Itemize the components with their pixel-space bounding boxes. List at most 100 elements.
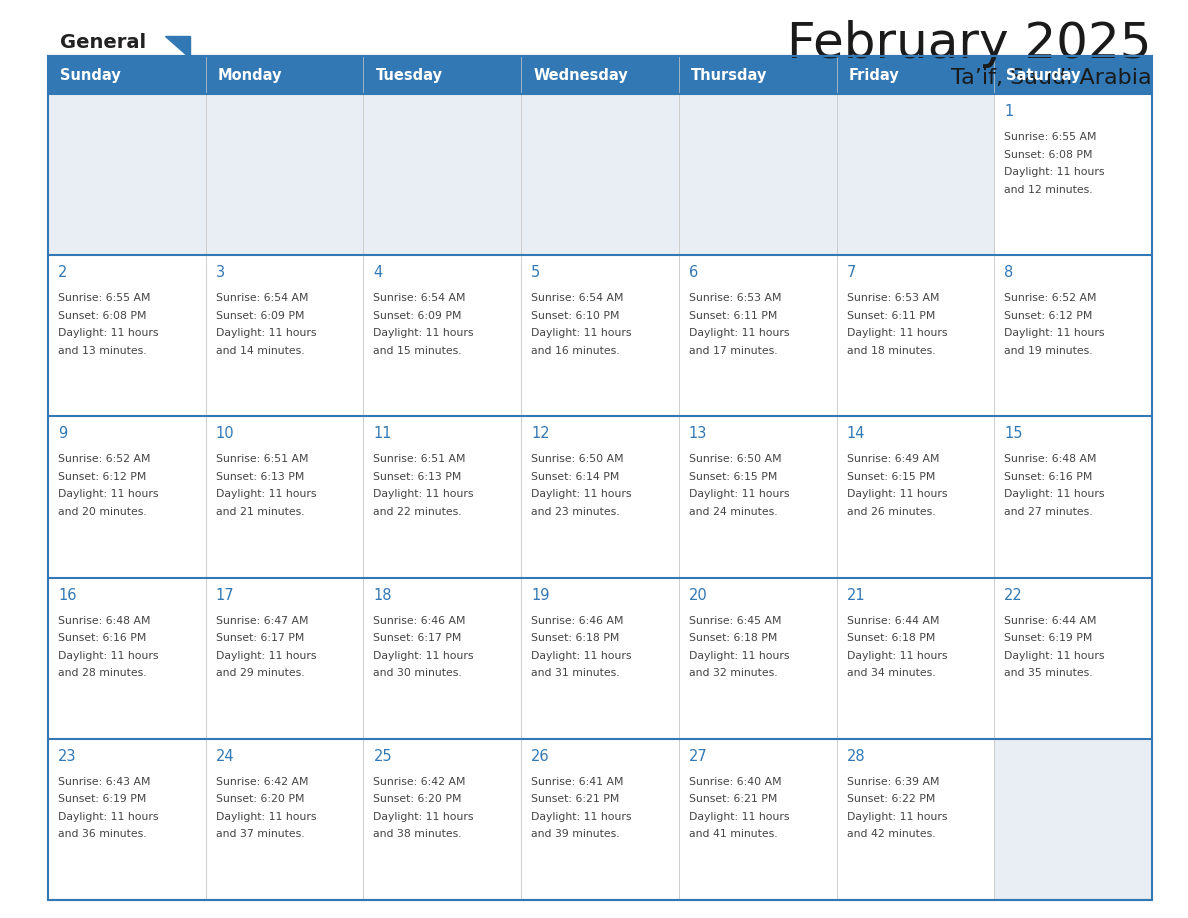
Text: Sunrise: 6:50 AM: Sunrise: 6:50 AM bbox=[531, 454, 624, 465]
Text: Saturday: Saturday bbox=[1006, 68, 1081, 83]
Bar bbox=[522, 94, 678, 255]
Text: Sunrise: 6:51 AM: Sunrise: 6:51 AM bbox=[216, 454, 308, 465]
Text: Daylight: 11 hours: Daylight: 11 hours bbox=[58, 812, 158, 822]
Bar bbox=[48, 255, 206, 417]
Text: Sunset: 6:14 PM: Sunset: 6:14 PM bbox=[531, 472, 619, 482]
Text: 26: 26 bbox=[531, 749, 550, 764]
Text: Sunrise: 6:39 AM: Sunrise: 6:39 AM bbox=[847, 777, 939, 787]
Text: and 31 minutes.: and 31 minutes. bbox=[531, 668, 620, 678]
Text: Sunrise: 6:55 AM: Sunrise: 6:55 AM bbox=[1004, 132, 1097, 142]
Text: Sunset: 6:17 PM: Sunset: 6:17 PM bbox=[216, 633, 304, 644]
Text: Sunset: 6:19 PM: Sunset: 6:19 PM bbox=[1004, 633, 1093, 644]
Text: Daylight: 11 hours: Daylight: 11 hours bbox=[847, 329, 947, 338]
Bar bbox=[522, 417, 678, 577]
Text: Sunset: 6:21 PM: Sunset: 6:21 PM bbox=[531, 794, 619, 804]
Text: Daylight: 11 hours: Daylight: 11 hours bbox=[216, 812, 316, 822]
Text: 17: 17 bbox=[216, 588, 234, 602]
Text: Sunrise: 6:48 AM: Sunrise: 6:48 AM bbox=[58, 616, 151, 625]
Text: Daylight: 11 hours: Daylight: 11 hours bbox=[847, 489, 947, 499]
Bar bbox=[836, 94, 994, 255]
Text: Sunset: 6:18 PM: Sunset: 6:18 PM bbox=[847, 633, 935, 644]
Text: Sunset: 6:15 PM: Sunset: 6:15 PM bbox=[689, 472, 777, 482]
Text: Monday: Monday bbox=[217, 68, 283, 83]
Text: and 17 minutes.: and 17 minutes. bbox=[689, 346, 777, 355]
Text: 7: 7 bbox=[847, 265, 855, 280]
Text: 23: 23 bbox=[58, 749, 76, 764]
Text: Sunset: 6:09 PM: Sunset: 6:09 PM bbox=[373, 310, 462, 320]
Bar bbox=[994, 739, 1152, 900]
Text: and 20 minutes.: and 20 minutes. bbox=[58, 507, 147, 517]
Bar bbox=[994, 577, 1152, 739]
Text: Sunset: 6:16 PM: Sunset: 6:16 PM bbox=[58, 633, 146, 644]
Text: and 14 minutes.: and 14 minutes. bbox=[216, 346, 304, 355]
Text: Blue: Blue bbox=[88, 63, 137, 82]
Text: Sunrise: 6:43 AM: Sunrise: 6:43 AM bbox=[58, 777, 151, 787]
Text: 21: 21 bbox=[847, 588, 865, 602]
Text: 20: 20 bbox=[689, 588, 708, 602]
Text: and 29 minutes.: and 29 minutes. bbox=[216, 668, 304, 678]
Text: Daylight: 11 hours: Daylight: 11 hours bbox=[1004, 329, 1105, 338]
Text: Daylight: 11 hours: Daylight: 11 hours bbox=[1004, 651, 1105, 661]
Text: Daylight: 11 hours: Daylight: 11 hours bbox=[373, 651, 474, 661]
Bar bbox=[48, 577, 206, 739]
Text: Sunrise: 6:45 AM: Sunrise: 6:45 AM bbox=[689, 616, 782, 625]
Text: Sunrise: 6:55 AM: Sunrise: 6:55 AM bbox=[58, 293, 151, 303]
Text: Sunset: 6:13 PM: Sunset: 6:13 PM bbox=[373, 472, 462, 482]
Bar bbox=[206, 94, 364, 255]
Text: and 36 minutes.: and 36 minutes. bbox=[58, 829, 146, 839]
Text: February 2025: February 2025 bbox=[788, 20, 1152, 68]
Bar bbox=[678, 417, 836, 577]
Text: Sunrise: 6:53 AM: Sunrise: 6:53 AM bbox=[847, 293, 939, 303]
Text: 13: 13 bbox=[689, 426, 707, 442]
Text: and 41 minutes.: and 41 minutes. bbox=[689, 829, 777, 839]
Text: 8: 8 bbox=[1004, 265, 1013, 280]
Text: and 22 minutes.: and 22 minutes. bbox=[373, 507, 462, 517]
Text: 4: 4 bbox=[373, 265, 383, 280]
Text: Sunset: 6:08 PM: Sunset: 6:08 PM bbox=[58, 310, 146, 320]
Bar bbox=[364, 577, 522, 739]
Text: Sunrise: 6:44 AM: Sunrise: 6:44 AM bbox=[1004, 616, 1097, 625]
Text: 25: 25 bbox=[373, 749, 392, 764]
Bar bbox=[522, 255, 678, 417]
Text: 12: 12 bbox=[531, 426, 550, 442]
Bar bbox=[206, 255, 364, 417]
Text: 6: 6 bbox=[689, 265, 699, 280]
Text: Sunrise: 6:42 AM: Sunrise: 6:42 AM bbox=[373, 777, 466, 787]
Text: Sunset: 6:10 PM: Sunset: 6:10 PM bbox=[531, 310, 620, 320]
Bar bbox=[678, 577, 836, 739]
Text: 24: 24 bbox=[216, 749, 234, 764]
Text: and 39 minutes.: and 39 minutes. bbox=[531, 829, 620, 839]
Bar bbox=[994, 94, 1152, 255]
Bar bbox=[48, 739, 206, 900]
Text: 3: 3 bbox=[216, 265, 225, 280]
Text: Wednesday: Wednesday bbox=[533, 68, 628, 83]
Bar bbox=[364, 417, 522, 577]
Text: Sunrise: 6:48 AM: Sunrise: 6:48 AM bbox=[1004, 454, 1097, 465]
Text: Sunrise: 6:54 AM: Sunrise: 6:54 AM bbox=[216, 293, 308, 303]
Text: Sunset: 6:20 PM: Sunset: 6:20 PM bbox=[373, 794, 462, 804]
Text: Sunset: 6:19 PM: Sunset: 6:19 PM bbox=[58, 794, 146, 804]
Text: Sunrise: 6:42 AM: Sunrise: 6:42 AM bbox=[216, 777, 308, 787]
Text: Thursday: Thursday bbox=[691, 68, 767, 83]
Bar bbox=[678, 94, 836, 255]
Text: Sunset: 6:12 PM: Sunset: 6:12 PM bbox=[1004, 310, 1093, 320]
Text: Sunrise: 6:54 AM: Sunrise: 6:54 AM bbox=[531, 293, 624, 303]
Text: Ta’if, Saudi Arabia: Ta’if, Saudi Arabia bbox=[952, 68, 1152, 88]
Text: and 12 minutes.: and 12 minutes. bbox=[1004, 185, 1093, 195]
Text: 11: 11 bbox=[373, 426, 392, 442]
Bar bbox=[48, 94, 206, 255]
Text: and 32 minutes.: and 32 minutes. bbox=[689, 668, 777, 678]
Text: and 38 minutes.: and 38 minutes. bbox=[373, 829, 462, 839]
Text: and 15 minutes.: and 15 minutes. bbox=[373, 346, 462, 355]
Text: Sunset: 6:18 PM: Sunset: 6:18 PM bbox=[531, 633, 619, 644]
Text: Sunrise: 6:52 AM: Sunrise: 6:52 AM bbox=[58, 454, 151, 465]
Text: Sunset: 6:12 PM: Sunset: 6:12 PM bbox=[58, 472, 146, 482]
Text: 1: 1 bbox=[1004, 104, 1013, 119]
Bar bbox=[678, 255, 836, 417]
Text: Sunrise: 6:46 AM: Sunrise: 6:46 AM bbox=[373, 616, 466, 625]
Text: Sunset: 6:08 PM: Sunset: 6:08 PM bbox=[1004, 150, 1093, 160]
Text: General: General bbox=[61, 33, 146, 52]
Bar bbox=[206, 577, 364, 739]
Text: Daylight: 11 hours: Daylight: 11 hours bbox=[531, 489, 632, 499]
Text: Daylight: 11 hours: Daylight: 11 hours bbox=[373, 329, 474, 338]
